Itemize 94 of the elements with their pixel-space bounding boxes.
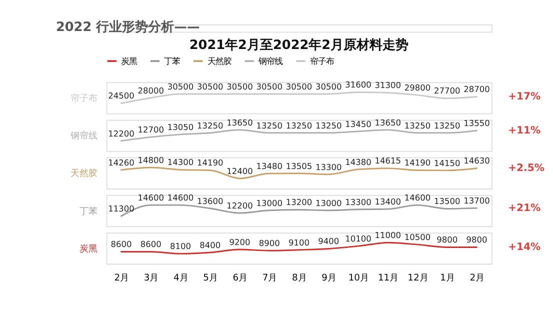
- data-label: 14630: [464, 156, 490, 166]
- x-tick-label: 6月: [232, 272, 248, 284]
- text: +11%: [508, 125, 541, 136]
- data-label: 14380: [345, 156, 372, 167]
- x-tick-label: 11月: [378, 272, 399, 284]
- data-label: 13650: [226, 117, 253, 128]
- data-label: 13250: [434, 120, 460, 130]
- x-tick-label: 12月: [408, 272, 428, 284]
- data-label: 13250: [286, 120, 312, 130]
- x-tick-label: 8月: [292, 272, 307, 284]
- chart-title: 2021年2月至2022年2月原材料走势: [189, 37, 409, 54]
- data-label: 29800: [404, 82, 431, 92]
- data-label: 8600: [110, 239, 132, 250]
- data-label: 31300: [374, 80, 401, 90]
- x-tick-label: 7月: [262, 272, 278, 284]
- data-label: 13500: [434, 196, 460, 206]
- data-label: 30500: [256, 81, 282, 92]
- text: +17%: [508, 92, 541, 103]
- data-label: 10500: [404, 232, 431, 242]
- x-tick-label: 2月: [470, 272, 485, 284]
- data-label: 12400: [226, 166, 253, 176]
- data-label: 9100: [288, 237, 310, 248]
- data-label: 14600: [138, 192, 164, 202]
- text: 天然胶: [70, 168, 98, 180]
- data-label: 14615: [374, 156, 401, 166]
- data-label: 13505: [286, 160, 312, 171]
- text: +2.5%: [508, 162, 544, 174]
- data-label: 13000: [256, 198, 282, 208]
- text: 钢帘线: [70, 130, 98, 142]
- data-label: 11300: [108, 203, 134, 214]
- data-label: 9800: [436, 234, 458, 245]
- data-label: 10100: [345, 233, 372, 244]
- data-label: 13000: [315, 198, 342, 208]
- data-label: 13250: [315, 120, 342, 130]
- legend-label: 炭黑: [121, 56, 138, 66]
- data-label: 13550: [464, 118, 490, 128]
- x-tick-label: 9月: [322, 272, 336, 284]
- data-label: 13400: [374, 196, 401, 206]
- data-label: 13050: [167, 122, 194, 132]
- legend-label: 天然胶: [207, 56, 232, 66]
- x-tick-label: 2月: [114, 272, 130, 284]
- data-label: 14600: [167, 192, 194, 202]
- data-label: 30500: [286, 81, 312, 92]
- data-label: 9400: [318, 236, 340, 246]
- data-label: 8900: [258, 238, 280, 248]
- data-label: 13200: [286, 197, 312, 208]
- text: 2022 行业形势分析——: [56, 18, 200, 35]
- data-label: 14800: [138, 154, 164, 165]
- legend-label: 丁苯: [164, 56, 180, 66]
- data-label: 28000: [138, 85, 164, 96]
- data-label: 13700: [464, 195, 490, 206]
- data-label: 8600: [140, 239, 162, 250]
- data-label: 13300: [345, 196, 372, 207]
- data-label: 12200: [226, 200, 253, 210]
- data-label: 13250: [256, 120, 282, 130]
- text: +21%: [508, 202, 541, 214]
- legend-label: 钢帘线: [258, 56, 283, 66]
- data-label: 14150: [434, 158, 460, 168]
- data-label: 28700: [464, 84, 490, 94]
- data-label: 30500: [196, 81, 224, 92]
- data-label: 14190: [404, 158, 431, 168]
- data-label: 12200: [108, 128, 134, 138]
- data-label: 11000: [374, 230, 401, 240]
- data-label: 30500: [315, 81, 342, 92]
- data-label: 27700: [434, 86, 460, 96]
- text: 炭黑: [80, 243, 98, 254]
- data-label: 13300: [315, 162, 342, 172]
- data-label: 30500: [226, 81, 253, 92]
- data-label: 9800: [466, 234, 488, 245]
- data-label: 14260: [108, 157, 134, 168]
- data-label: 14300: [167, 157, 194, 168]
- data-label: 14600: [404, 192, 431, 202]
- data-label: 8100: [170, 241, 191, 252]
- text: 丁苯: [80, 206, 98, 217]
- data-label: 8400: [200, 240, 221, 250]
- text: +14%: [508, 242, 541, 253]
- data-label: 13600: [196, 196, 224, 206]
- x-tick-label: 3月: [144, 272, 159, 284]
- data-label: 13250: [196, 120, 224, 130]
- data-label: 13480: [256, 160, 282, 171]
- data-label: 14190: [196, 158, 224, 168]
- x-tick-label: 1月: [440, 272, 455, 284]
- data-label: 12700: [138, 124, 164, 134]
- legend-label: 帘子布: [310, 56, 334, 66]
- data-label: 24500: [108, 90, 134, 101]
- data-label: 13650: [374, 117, 401, 128]
- x-tick-label: 4月: [174, 272, 188, 284]
- data-label: 9200: [229, 236, 250, 247]
- data-label: 13250: [404, 120, 431, 130]
- data-label: 30500: [167, 81, 194, 92]
- x-tick-label: 5月: [203, 272, 218, 284]
- x-tick-label: 10月: [348, 272, 370, 284]
- data-label: 31600: [345, 80, 372, 90]
- data-label: 13450: [345, 118, 372, 129]
